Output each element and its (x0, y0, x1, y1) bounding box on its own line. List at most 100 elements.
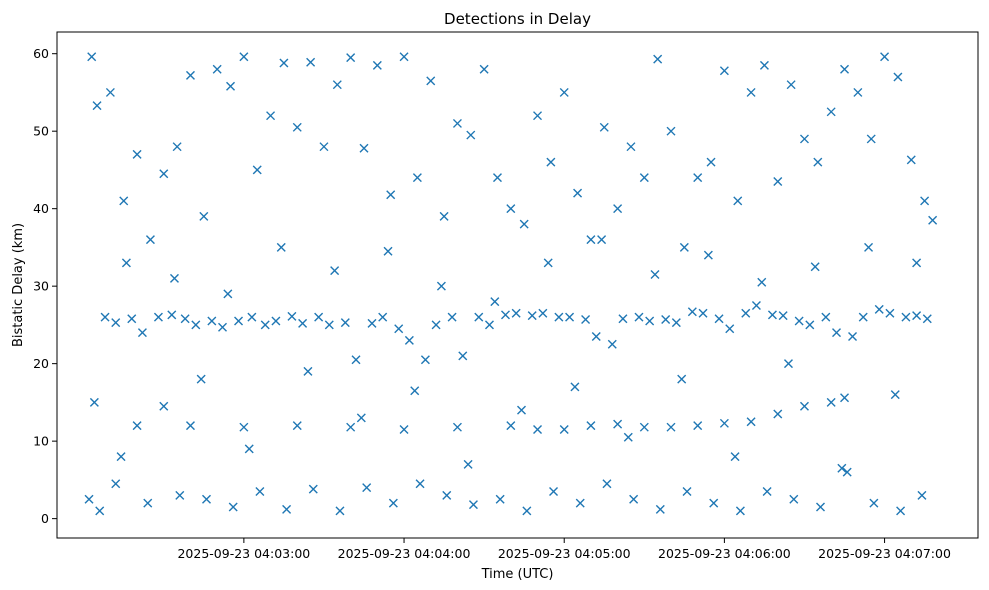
data-point (741, 308, 751, 318)
data-point (298, 318, 308, 328)
data-point (399, 425, 409, 435)
data-point (292, 421, 302, 431)
data-point (783, 359, 793, 369)
data-point (693, 421, 703, 431)
data-point (399, 52, 409, 62)
y-axis: 0 10 20 30 40 50 60 (33, 46, 57, 526)
data-point (247, 312, 257, 322)
data-point (255, 487, 265, 497)
data-point (613, 204, 623, 214)
data-point (452, 118, 462, 128)
data-point (613, 419, 623, 429)
data-point (439, 211, 449, 221)
data-point (661, 314, 671, 324)
data-point (279, 58, 289, 68)
data-point (335, 506, 345, 516)
data-point (362, 483, 372, 493)
data-point (167, 310, 177, 320)
data-point (137, 328, 147, 338)
data-point (813, 157, 823, 167)
data-point (546, 157, 556, 167)
data-point (666, 422, 676, 432)
data-point (276, 242, 286, 252)
data-point (805, 320, 815, 330)
data-point (466, 130, 476, 140)
data-point (306, 57, 316, 67)
data-point (799, 401, 809, 411)
data-point (169, 273, 179, 283)
data-point (751, 301, 761, 311)
data-point (725, 324, 735, 334)
data-point (858, 312, 868, 322)
data-point (145, 235, 155, 245)
data-point (880, 52, 890, 62)
data-point (869, 498, 879, 508)
y-tick-label: 10 (33, 434, 49, 449)
data-point (447, 312, 457, 322)
data-point (533, 425, 543, 435)
data-point (565, 312, 575, 322)
data-point (287, 311, 297, 321)
data-point (332, 80, 342, 90)
data-point (666, 126, 676, 136)
data-point (719, 418, 729, 428)
data-point (759, 60, 769, 70)
data-point (767, 310, 777, 320)
data-point (639, 173, 649, 183)
data-point (517, 405, 526, 415)
data-point (549, 487, 559, 497)
data-point (492, 173, 502, 183)
data-point (575, 498, 585, 508)
data-point (100, 312, 110, 322)
data-point (412, 173, 422, 183)
data-point (920, 196, 930, 206)
data-point (84, 494, 94, 504)
data-point (119, 196, 129, 206)
x-tick-label: 2025-09-23 04:06:00 (658, 546, 791, 561)
data-point (653, 54, 663, 64)
data-point (458, 351, 468, 361)
data-point (159, 401, 169, 411)
data-point (543, 258, 553, 268)
data-point (292, 122, 302, 132)
markers-layer (84, 52, 938, 516)
data-point (218, 322, 228, 332)
chart-title: Detections in Delay (444, 10, 591, 28)
data-point (559, 87, 569, 97)
data-point (330, 266, 340, 276)
data-point (191, 320, 201, 330)
data-point (917, 490, 927, 500)
data-point (172, 142, 182, 152)
data-point (832, 328, 842, 338)
y-tick-label: 30 (33, 279, 49, 294)
data-point (127, 314, 137, 324)
data-point (591, 332, 601, 342)
data-point (703, 250, 713, 260)
data-point (452, 422, 462, 432)
data-point (816, 502, 825, 512)
data-point (896, 506, 906, 516)
data-point (121, 258, 131, 268)
data-point (378, 312, 388, 322)
data-point (602, 479, 612, 489)
data-point (394, 324, 404, 334)
data-point (116, 452, 126, 462)
data-point (519, 219, 529, 229)
data-point (410, 386, 420, 396)
data-point (185, 70, 195, 80)
data-point (463, 459, 473, 469)
data-point (388, 498, 398, 508)
data-point (111, 318, 121, 328)
data-point (840, 393, 850, 403)
data-point (789, 494, 799, 504)
data-point (912, 311, 922, 321)
data-point (538, 308, 548, 318)
data-point (581, 314, 591, 324)
data-point (359, 143, 369, 153)
data-point (698, 308, 708, 318)
data-point (175, 490, 185, 500)
data-point (431, 320, 441, 330)
data-point (234, 316, 244, 326)
data-point (842, 467, 852, 477)
data-point (271, 316, 281, 326)
